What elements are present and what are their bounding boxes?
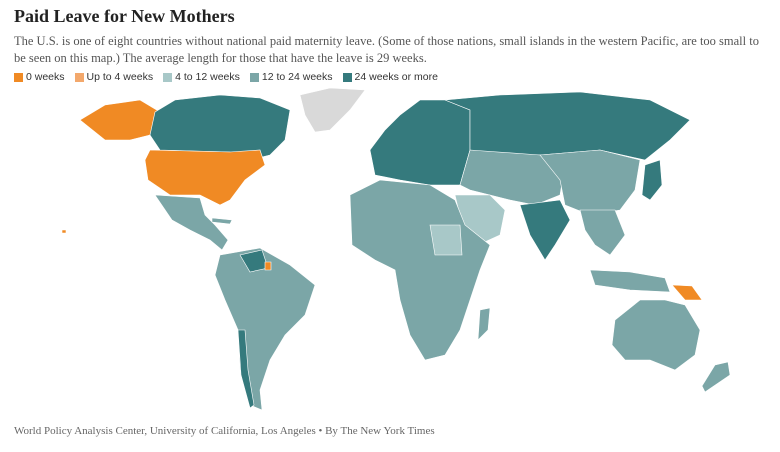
greenland: [299, 87, 366, 133]
europe: [369, 99, 471, 186]
indonesia: [589, 269, 671, 293]
legend-item: 24 weeks or more: [342, 71, 438, 83]
title: Paid Leave for New Mothers: [14, 6, 235, 26]
caribbean: [211, 217, 233, 225]
canada: [149, 94, 291, 161]
legend-label: 12 to 24 weeks: [261, 71, 333, 83]
japan: [641, 159, 663, 201]
legend-label: 0 weeks: [26, 71, 65, 83]
legend-item: Up to 4 weeks: [74, 71, 154, 83]
subtitle: The U.S. is one of eight countries witho…: [14, 34, 759, 65]
chile: [237, 329, 255, 409]
legend-swatch: [342, 72, 352, 82]
legend-label: Up to 4 weeks: [86, 71, 154, 83]
india: [519, 199, 571, 261]
legend-item: 0 weeks: [14, 71, 65, 83]
alaska: [79, 99, 161, 141]
madagascar: [477, 307, 491, 341]
legend-swatch: [74, 72, 84, 82]
suriname: [264, 261, 272, 271]
hawaii: [61, 229, 67, 234]
south-america: [214, 247, 316, 411]
legend-item: 4 to 12 weeks: [163, 71, 240, 83]
usa: [144, 149, 266, 206]
legend-swatch: [249, 72, 259, 82]
new-zealand: [701, 361, 731, 393]
sudan: [429, 224, 463, 256]
china: [539, 149, 641, 216]
papua-new-guinea: [671, 284, 703, 301]
legend-label: 4 to 12 weeks: [175, 71, 240, 83]
australia: [611, 299, 701, 371]
legend: 0 weeks Up to 4 weeks 4 to 12 weeks 12 to 2…: [14, 71, 438, 83]
legend-swatch: [14, 72, 23, 82]
world-map: [61, 87, 731, 411]
southeast-asia: [579, 209, 626, 256]
legend-swatch: [163, 72, 173, 82]
legend-item: 12 to 24 weeks: [249, 71, 333, 83]
legend-label: 24 weeks or more: [354, 71, 438, 83]
mexico-central-america: [154, 194, 229, 251]
source: World Policy Analysis Center, University…: [14, 425, 435, 437]
russia: [444, 91, 691, 161]
